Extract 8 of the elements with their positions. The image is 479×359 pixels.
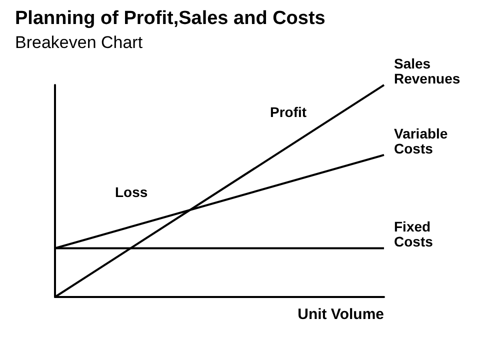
annotation: Loss [115,184,148,200]
series-label: Variable Costs [394,125,448,156]
annotation: Profit [270,104,307,120]
chart-subtitle: Breakeven Chart [15,33,143,52]
x-axis-title: Unit Volume [298,306,384,323]
series-label: Sales Revenues [394,56,460,86]
chart-title: Planning of Profit,Sales and Costs [15,8,326,29]
series-label: Fixed Costs [394,218,434,250]
